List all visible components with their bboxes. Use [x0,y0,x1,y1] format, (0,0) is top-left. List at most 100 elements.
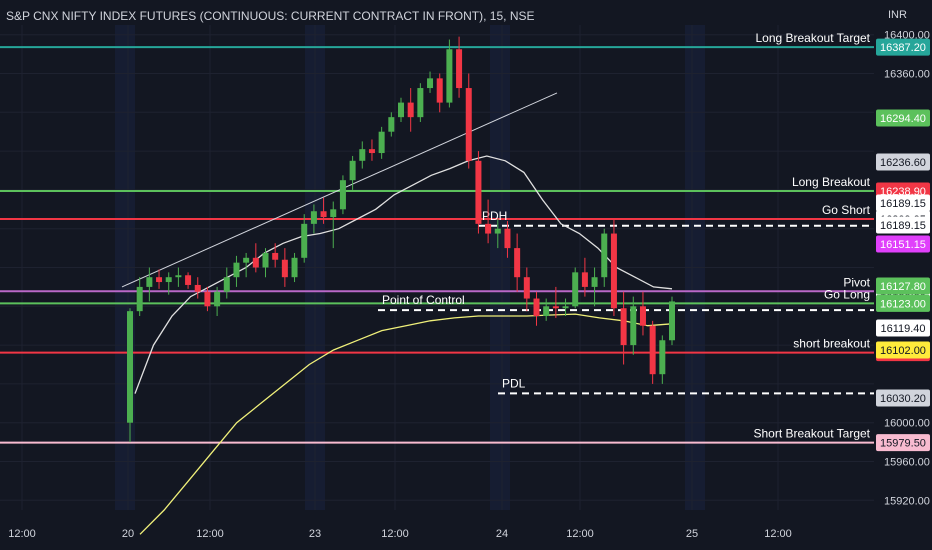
candle-body [272,252,279,260]
level-price-label-bg [876,38,930,56]
candle-body [504,228,511,249]
candle-body [485,223,492,234]
level-price-label-bg [876,434,930,452]
candle-body [262,252,269,268]
dashed-level-label: PDH [482,209,507,223]
candle-body [378,131,385,154]
candle-body [204,291,211,307]
indicator-price-label: 16151.15 [880,239,926,251]
price-tick-label: 15960.00 [884,457,930,469]
candle-body [368,149,375,154]
candle-body [659,340,666,375]
level-label: Long Breakout [792,175,871,189]
candle-body [436,78,443,103]
candle-body [630,306,637,346]
level-label: Go Long [824,287,870,301]
candle-body [349,160,356,181]
level-price-label-bg [876,294,930,312]
candle-body [601,233,608,278]
time-axis: 12:00 20 12:00 23 12:00 24 12:00 25 12:00 [8,528,792,540]
candle-body [156,277,163,283]
level-label: short breakout [793,337,870,351]
candle-body [591,277,598,287]
candle-body [514,248,521,278]
indicator-price-label-bg [876,277,930,295]
level-price-label: 16387.20 [880,42,926,54]
level-label: Go Short [822,203,871,217]
vwap-yellow-line [139,313,673,535]
candle-body [581,272,588,287]
trend-line [121,92,558,288]
candle-body [475,160,482,224]
level-price-label: 16123.00 [880,298,926,310]
indicator-price-label-bg [876,216,930,234]
time-tick-label: 12:00 [566,528,594,540]
candle-body [465,88,472,161]
candle-body [214,291,221,307]
time-tick-label: 20 [122,528,134,540]
candle-body [165,277,172,283]
price-axis: 16400.0016360.0016000.0015960.0015920.00… [874,0,932,550]
indicator-price-label: 16236.60 [880,157,926,169]
indicator-price-label: 16294.40 [880,113,926,125]
candle-body [146,277,153,287]
candle-body [281,259,288,278]
candle-body [136,286,143,312]
price-tick-label: 16000.00 [884,418,930,430]
candle-body [185,275,192,285]
candle-body [194,284,201,292]
candle-body [562,306,569,309]
axis-background [874,0,932,550]
candle-body [301,223,308,258]
time-tick-label: 12:00 [8,528,36,540]
candle-body [330,209,337,218]
level-label: Short Breakout Target [753,427,870,441]
candle-body [388,117,395,132]
grid-lines [0,25,874,510]
candle-body [310,211,317,224]
time-tick-label: 12:00 [764,528,792,540]
indicator-price-label-bg [876,153,930,171]
indicator-price-label-bg [876,319,930,337]
candle-body [456,49,463,89]
candle-body [668,301,676,341]
price-levels: Long Breakout Target Long Breakout Go Shor… [0,31,874,444]
candle-body [649,325,656,375]
candle-body [233,262,240,278]
candle-body [610,233,617,309]
level-label: Long Breakout Target [755,31,870,45]
dashed-level-label: PDL [502,376,526,390]
indicator-price-label-bg [876,341,930,359]
candle-body [397,102,405,118]
candle-body [543,306,550,316]
indicator-price-label: 16030.20 [880,393,926,405]
candle-body [639,306,646,326]
candle-body [552,306,559,309]
indicator-price-label-bg [876,194,930,212]
candle-body [494,228,501,234]
candle-body [359,149,366,161]
candle-body [223,277,230,292]
candlesticks [126,36,676,443]
chart-title: S&P CNX NIFTY INDEX FUTURES (CONTINUOUS:… [6,9,535,23]
indicator-price-label: 16102.00 [880,345,926,357]
candle-body [175,275,182,278]
time-tick-label: 24 [496,528,508,540]
indicator-price-label-bg [876,235,930,253]
dashed-level-label: Point of Control [382,293,465,307]
currency-label: INR [888,9,907,21]
indicator-price-label: 16127.80 [880,281,926,293]
price-tick-label: 16360.00 [884,69,930,81]
price-tick-label: 15920.00 [884,495,930,507]
indicator-price-label: 16189.15 [880,220,926,232]
indicator-price-label: 16189.15 [880,198,926,210]
candle-body [620,308,627,346]
indicator-price-label-bg [876,109,930,127]
candle-body [407,102,414,118]
level-label: Pivot [843,275,870,289]
candle-body [252,257,259,268]
time-tick-label: 12:00 [196,528,224,540]
candle-body [243,257,250,263]
